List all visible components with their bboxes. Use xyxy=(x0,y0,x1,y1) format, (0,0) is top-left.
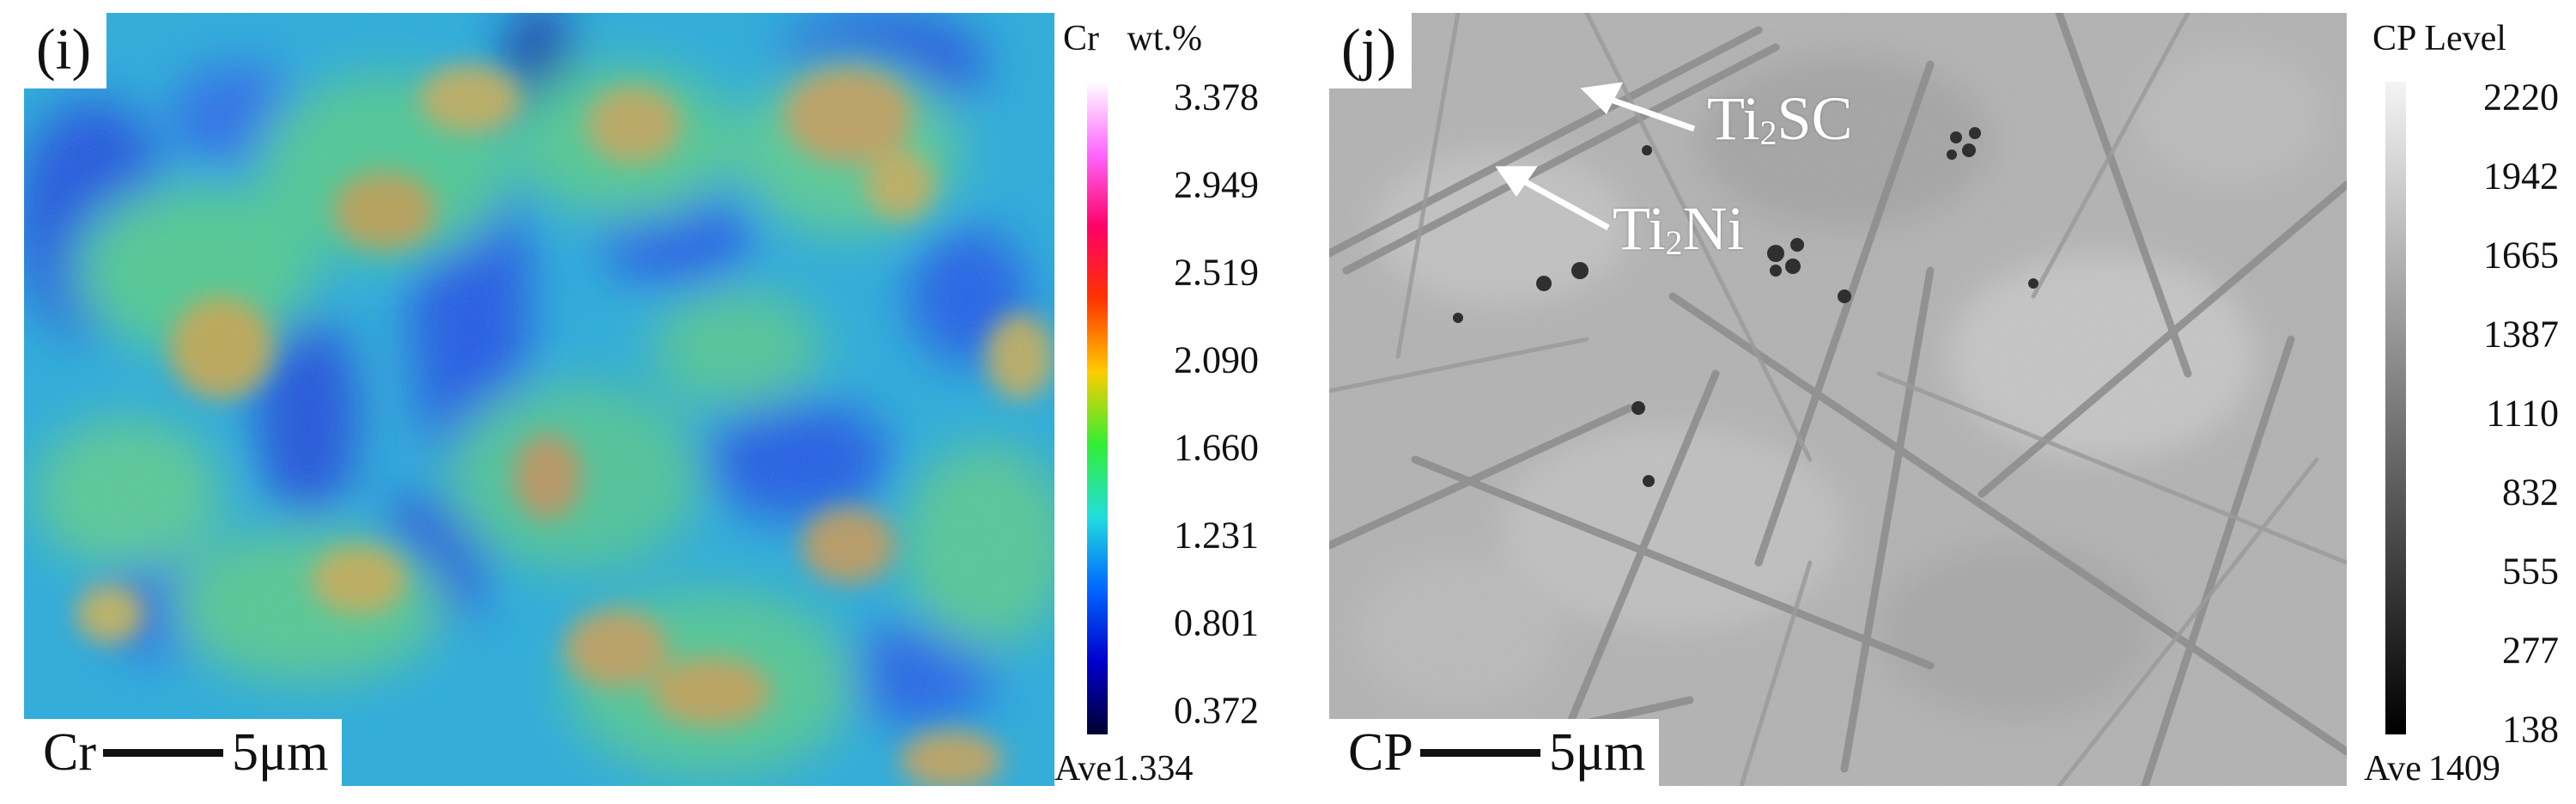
sem-micrograph-graphic xyxy=(1329,13,2347,786)
cp-colorbar xyxy=(2385,82,2406,734)
scale-bar-line xyxy=(103,748,223,757)
sem-micrograph-image xyxy=(1329,13,2347,786)
cr-tick-0: 3.378 xyxy=(1174,76,1259,119)
ti2ni-phase-label: Ti2Ni xyxy=(1613,194,1745,263)
cp-legend-title: CP Level xyxy=(2372,19,2506,58)
cr-tick-3: 2.090 xyxy=(1174,338,1259,381)
ave-label: Ave xyxy=(1054,749,1112,789)
scale-length-label: 5μm xyxy=(232,722,329,782)
cp-average: Ave 1409 xyxy=(2364,748,2500,789)
cr-map-panel: (i) Cr 5μm Cr wt.% 3.378 2.949 2.519 2.0… xyxy=(24,13,1269,789)
legend-unit: wt.% xyxy=(1127,19,1203,58)
scale-prefix-cp: CP xyxy=(1348,722,1413,782)
legend-element: Cr xyxy=(1063,19,1099,58)
cp-colorbar-ticks: 2220 1942 1665 1387 1110 832 555 277 138 xyxy=(2413,76,2559,751)
ave-value: 1.334 xyxy=(1111,749,1194,789)
cr-tick-6: 0.801 xyxy=(1174,601,1259,644)
cp-tick-7: 277 xyxy=(2502,629,2559,672)
cr-eds-map-image xyxy=(24,13,1054,786)
cr-tick-1: 2.949 xyxy=(1174,163,1259,206)
scale-bar-cr: Cr 5μm xyxy=(24,719,343,786)
cr-tick-4: 1.660 xyxy=(1174,426,1259,469)
cp-tick-8: 138 xyxy=(2502,708,2559,751)
cp-map-panel: (j) Ti2SC Ti2Ni CP 5μm CP Level 2220 194… xyxy=(1329,13,2566,789)
cr-tick-7: 0.372 xyxy=(1174,689,1259,732)
cr-legend-header: Cr wt.% xyxy=(1063,18,1202,59)
ave-value: 1409 xyxy=(2427,749,2500,789)
scale-bar-cp: CP 5μm xyxy=(1329,719,1660,786)
cp-tick-4: 1110 xyxy=(2486,392,2559,435)
scale-prefix-cr: Cr xyxy=(43,722,96,782)
scale-length-label: 5μm xyxy=(1548,722,1646,782)
cr-tick-5: 1.231 xyxy=(1174,514,1259,557)
cp-tick-5: 832 xyxy=(2502,471,2559,514)
cp-tick-3: 1387 xyxy=(2483,313,2559,356)
cr-tick-2: 2.519 xyxy=(1174,251,1259,294)
ave-label: Ave xyxy=(2364,749,2421,789)
panel-label-i: (i) xyxy=(24,13,107,88)
annotation-arrows xyxy=(1495,82,1696,231)
cr-colorbar-ticks: 3.378 2.949 2.519 2.090 1.660 1.231 0.80… xyxy=(1113,76,1259,734)
scale-bar-line xyxy=(1419,748,1540,757)
cr-average: Ave1.334 xyxy=(1054,748,1193,789)
cp-tick-2: 1665 xyxy=(2483,234,2559,277)
panel-label-j: (j) xyxy=(1329,13,1413,88)
cp-tick-0: 2220 xyxy=(2483,76,2559,119)
ti2sc-phase-label: Ti2SC xyxy=(1707,84,1853,153)
cp-tick-1: 1942 xyxy=(2483,155,2559,198)
cp-tick-6: 555 xyxy=(2502,550,2559,593)
cr-colorbar xyxy=(1087,82,1108,734)
cr-eds-map-graphic xyxy=(24,13,1054,786)
